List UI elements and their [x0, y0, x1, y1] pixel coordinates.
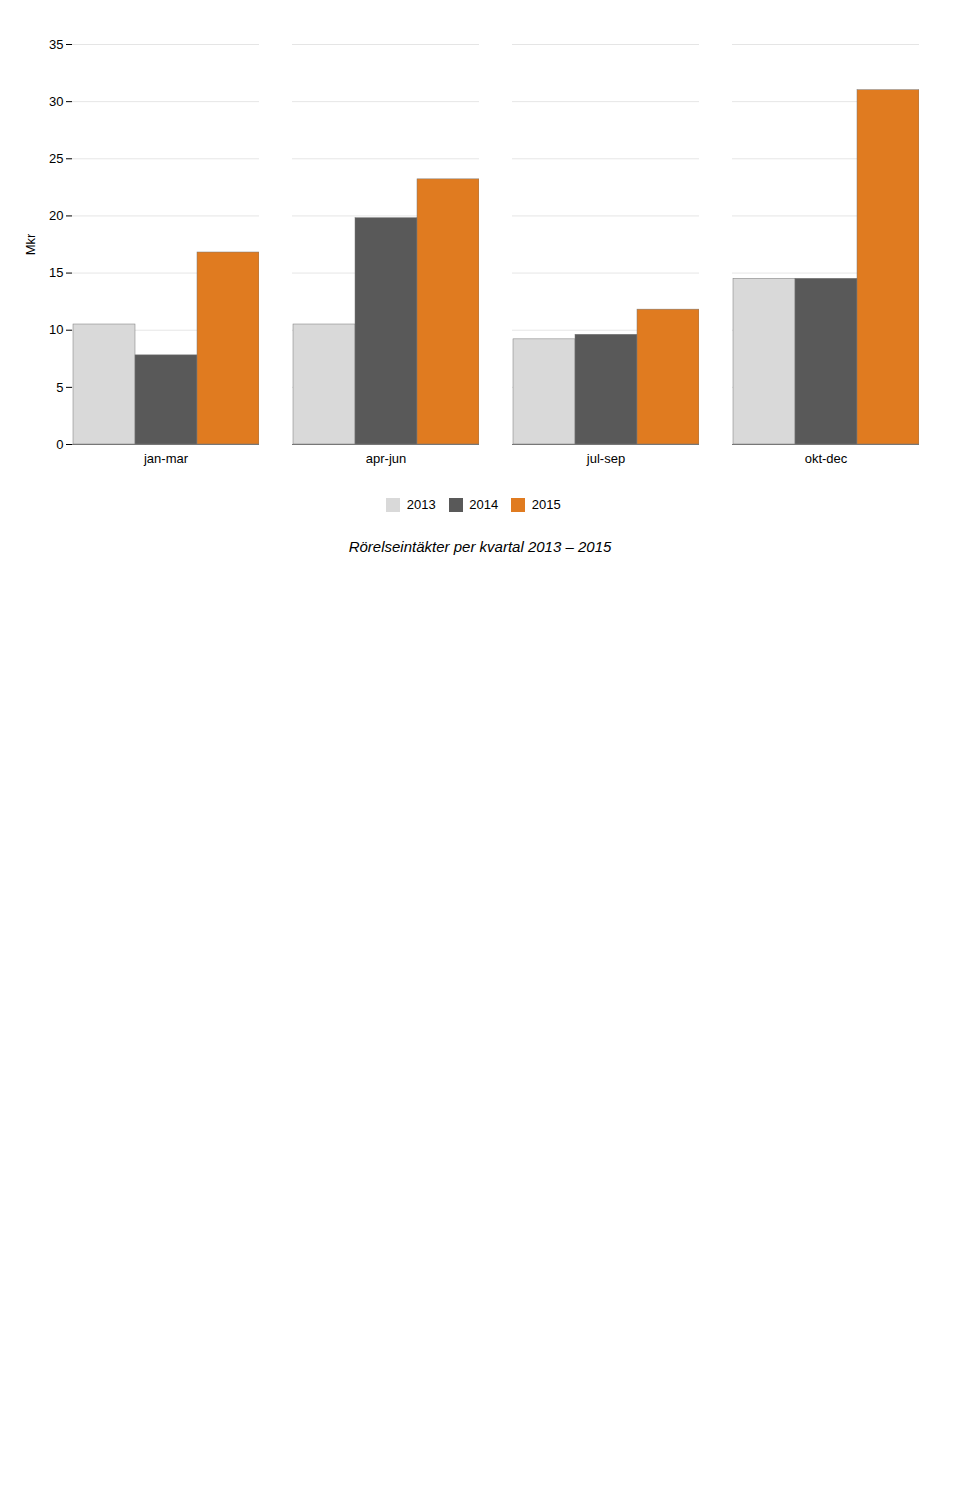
- svg-text:Mkr: Mkr: [23, 233, 38, 255]
- html-text:2015: 2015: [531, 497, 561, 512]
- svg-text:25: 25: [49, 151, 63, 166]
- svg-text:jan-mar: jan-mar: [143, 451, 189, 466]
- svg-text:okt-dec: okt-dec: [805, 451, 848, 466]
- svg-text:jul-sep: jul-sep: [586, 451, 625, 466]
- html-text:Rörelseintäkter per kvartal 20: Rörelseintäkter per kvartal 2013 – 2015: [348, 537, 612, 555]
- svg-text:30: 30: [49, 94, 63, 109]
- html-text:2014: 2014: [469, 497, 499, 512]
- svg-text:15: 15: [49, 265, 63, 280]
- html-text:2013: 2013: [406, 497, 436, 512]
- svg-text:0: 0: [56, 437, 63, 452]
- svg-text:10: 10: [49, 322, 63, 337]
- svg-text:5: 5: [56, 380, 63, 395]
- svg-text:35: 35: [49, 37, 63, 52]
- svg-text:apr-jun: apr-jun: [366, 451, 406, 466]
- svg-text:20: 20: [49, 208, 63, 223]
